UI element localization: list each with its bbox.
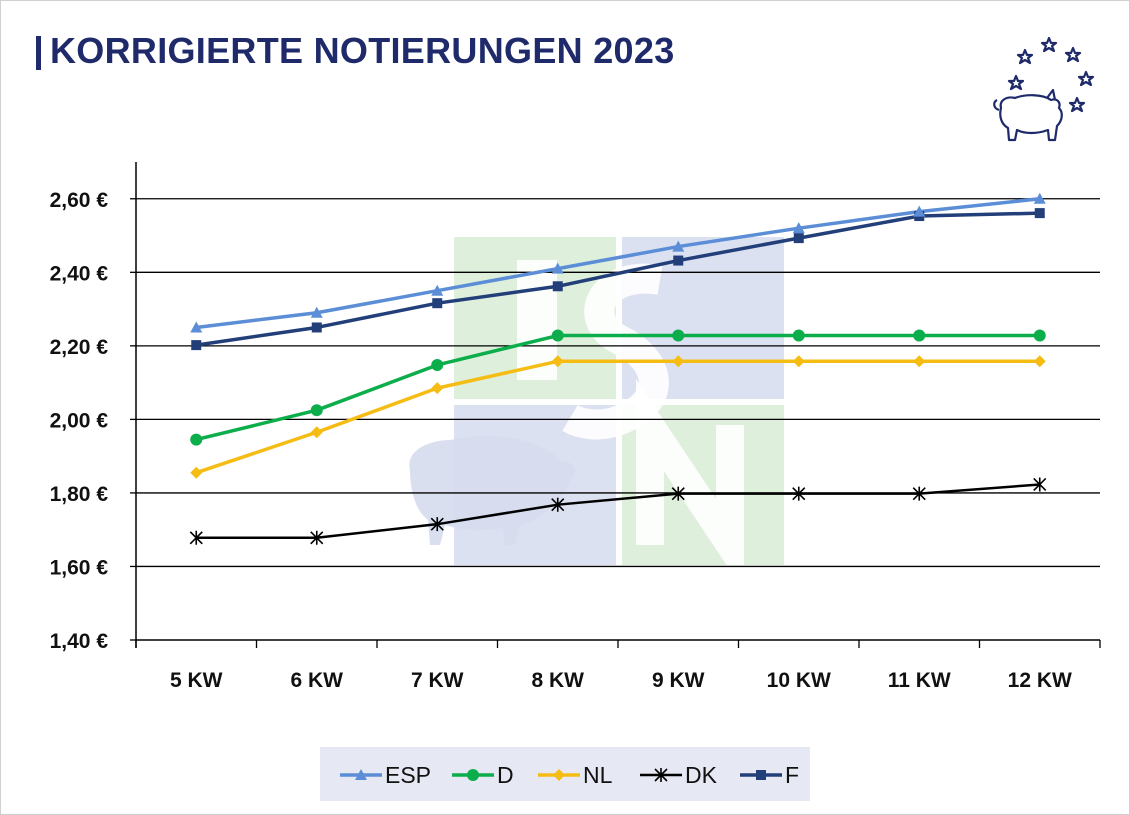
legend-marker-d [467, 769, 479, 781]
x-tick-label: 11 KW [888, 669, 951, 692]
y-tick-label: 2,20 € [50, 336, 109, 359]
watermark-letter-i [517, 260, 557, 380]
data-point-d [551, 329, 564, 342]
data-point-nl [913, 355, 926, 368]
data-point-nl [551, 355, 564, 368]
y-tick-label: 2,40 € [50, 262, 109, 285]
legend-marker-f [756, 770, 766, 780]
y-tick-label: 2,00 € [50, 409, 109, 432]
legend-marker-esp [355, 769, 367, 780]
pig-tail [993, 99, 1000, 112]
data-point-d [190, 433, 203, 446]
data-point-dk [189, 530, 203, 545]
series-line-d [195, 333, 1040, 442]
title-accent-bar [36, 36, 41, 70]
series-line-dk [196, 483, 1040, 540]
pig-with-stars-icon [993, 36, 1095, 142]
data-point-esp [672, 240, 685, 252]
legend-label-dk: DK [685, 762, 718, 788]
series-line-esp [196, 197, 1040, 330]
data-point-dk [310, 530, 324, 545]
x-tick-label: 9 KW [652, 669, 705, 692]
data-point-nl [310, 426, 323, 439]
data-point-esp [190, 321, 203, 333]
star-icon [1077, 70, 1095, 87]
data-point-dk [430, 517, 444, 532]
isn-pig-logo-watermark [409, 237, 784, 592]
data-point-esp [792, 222, 805, 234]
data-point-esp [1033, 192, 1046, 204]
data-point-f [191, 340, 202, 351]
legend-label-esp: ESP [385, 762, 431, 788]
star-icon [1016, 48, 1034, 65]
x-tick-label: 8 KW [532, 669, 585, 692]
chart-title: KORRIGIERTE NOTIERUNGEN 2023 [50, 30, 675, 71]
series-markers [189, 192, 1047, 545]
pig-ear [1046, 88, 1057, 101]
star-icon [1068, 96, 1086, 113]
series-line-nl [195, 359, 1040, 475]
legend-marker-nl [553, 769, 565, 781]
x-tick-label: 12 KW [1008, 669, 1072, 692]
x-axis-tick-labels: 5 KW 6 KW 7 KW 8 KW 9 KW 10 KW 11 KW 12 KW [170, 669, 1072, 692]
data-point-nl [190, 466, 203, 479]
data-point-d [310, 404, 323, 417]
star-icon [1007, 74, 1025, 91]
data-point-nl [792, 355, 805, 368]
y-tick-label: 1,40 € [50, 630, 109, 653]
legend-label-f: F [785, 762, 799, 788]
data-point-nl [1033, 355, 1046, 368]
x-tick-label: 5 KW [170, 669, 223, 692]
data-point-d [431, 358, 444, 371]
data-point-dk [1033, 477, 1047, 492]
data-point-nl [431, 382, 444, 395]
data-point-dk [792, 486, 806, 501]
series-line-f [195, 211, 1040, 347]
data-point-esp [310, 306, 323, 318]
x-tick-label: 6 KW [291, 669, 344, 692]
series-lines [195, 197, 1040, 540]
star-icon [1040, 36, 1058, 53]
watermark-letter-n [636, 378, 744, 592]
data-point-dk [912, 486, 926, 501]
data-point-f [793, 233, 804, 244]
pig-body [999, 94, 1063, 142]
axes [130, 162, 1101, 648]
data-point-f [673, 255, 684, 266]
legend-label-nl: NL [583, 762, 613, 788]
y-tick-label: 1,80 € [50, 483, 109, 506]
legend-label-d: D [497, 762, 514, 788]
data-point-esp [431, 284, 444, 296]
data-point-d [913, 329, 926, 342]
watermark-pig [409, 436, 576, 545]
data-point-dk [671, 486, 685, 501]
star-icon [1064, 46, 1082, 63]
data-point-f [552, 281, 563, 292]
data-point-esp [551, 262, 564, 274]
y-tick-label: 1,60 € [50, 556, 109, 579]
data-point-f [432, 298, 443, 309]
data-point-d [1033, 329, 1046, 342]
data-point-dk [551, 497, 565, 512]
y-axis-tick-labels: 1,40 € 1,60 € 1,80 € 2,00 € 2,20 € 2,40 € 2,60… [50, 189, 109, 653]
data-point-d [672, 329, 685, 342]
x-tick-label: 10 KW [767, 669, 831, 692]
data-point-f [311, 322, 322, 333]
data-point-d [792, 329, 805, 342]
data-point-f [1034, 208, 1045, 219]
y-tick-label: 2,60 € [50, 189, 109, 212]
data-point-esp [913, 205, 926, 217]
data-point-nl [672, 355, 685, 368]
legend-marker-dk [654, 768, 668, 782]
x-tick-label: 7 KW [411, 669, 464, 692]
